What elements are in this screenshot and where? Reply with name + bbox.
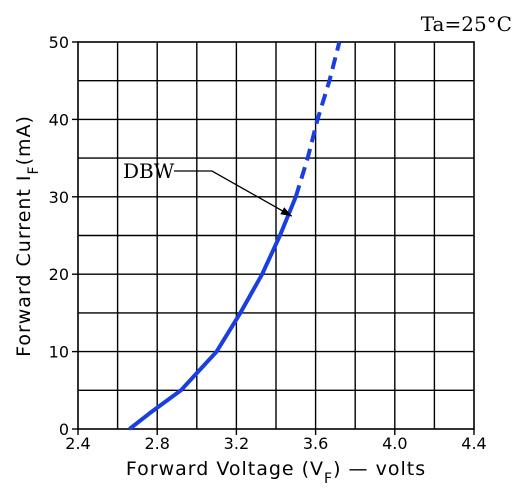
x-axis-label-tail: ) — volts	[333, 458, 426, 480]
series-label-arrowhead	[280, 207, 292, 217]
series-line-dbw-solid	[128, 196, 298, 431]
x-axis-label-main: Forward Voltage (V	[126, 458, 324, 480]
x-tick-label: 3.2	[224, 434, 249, 453]
y-tick-label: 50	[49, 33, 69, 52]
series-label-leader-line	[174, 170, 293, 217]
x-tick-label: 3.6	[303, 434, 328, 453]
plot-frame	[77, 41, 475, 430]
series-line-dbw-dashed	[293, 41, 342, 198]
y-axis-label-main: Forward Current I	[13, 174, 35, 356]
y-axis-label-sub: F	[26, 165, 42, 174]
y-tick-label: 20	[49, 265, 69, 284]
series-label-dbw: DBW	[123, 159, 175, 183]
x-tick-label: 2.4	[65, 434, 90, 453]
x-tick-label: 4.0	[382, 434, 407, 453]
axis-ticks: 2.4 2.8 3.2 3.6 4.0 4.4 0 10 20 30 40 50	[49, 33, 487, 453]
y-tick-label: 30	[49, 188, 69, 207]
y-tick-label: 0	[59, 420, 69, 439]
x-tick-label: 4.4	[461, 434, 486, 453]
condition-annotation: Ta=25°C	[421, 12, 512, 36]
x-tick-label: 2.8	[144, 434, 169, 453]
y-tick-label: 40	[49, 110, 69, 129]
y-tick-label: 10	[49, 343, 69, 362]
grid-lines	[78, 42, 474, 429]
y-axis-label: Forward Current IF(mA)	[13, 115, 42, 357]
x-axis-label-sub: F	[324, 471, 333, 487]
y-axis-label-tail: (mA)	[13, 115, 35, 165]
x-axis-label: Forward Voltage (VF) — volts	[126, 458, 426, 487]
series-label-group: DBW	[123, 159, 293, 217]
series-curves	[128, 41, 342, 431]
